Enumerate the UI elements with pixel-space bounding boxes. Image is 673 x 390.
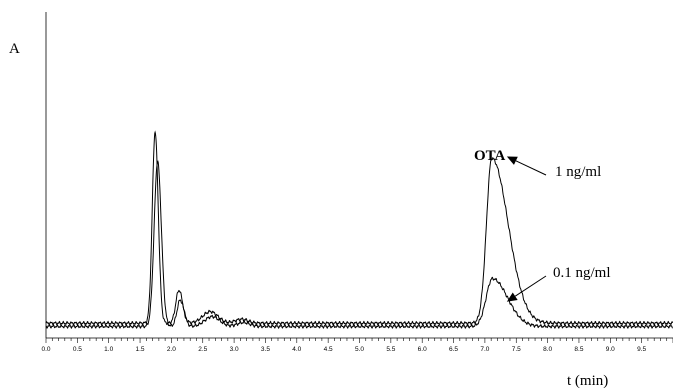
x-axis-label: t (min): [567, 373, 608, 389]
series-layer: [45, 130, 673, 329]
x-tick-label: 4.5: [324, 346, 333, 353]
x-tick-label: 8.5: [574, 346, 583, 353]
annotation-0-1-ngml: 0.1 ng/ml: [553, 265, 611, 281]
x-tick-label: 8.0: [543, 346, 552, 353]
annotation-arrow-line: [514, 275, 547, 297]
series-trace-0-1-ngml: [45, 160, 673, 329]
annotation-arrow-head: [506, 156, 518, 165]
y-axis-label: A: [9, 41, 20, 57]
x-tick-label: 0.0: [41, 346, 50, 353]
x-tick-label: 5.5: [386, 346, 395, 353]
annotation-arrow-line: [515, 160, 547, 176]
x-tick-label: 3.5: [261, 346, 270, 353]
x-tick-label: 2.5: [198, 346, 207, 353]
x-tick-label: 0.5: [73, 346, 82, 353]
x-tick-label: 6.0: [418, 346, 427, 353]
annotation-ota: OTA: [474, 148, 506, 164]
x-tick-label: 9.0: [606, 346, 615, 353]
annotation-arrows: [506, 156, 547, 302]
x-tick-label: 3.0: [230, 346, 239, 353]
x-axis-ticks: 0.0 0.5 1.0 1.5 2.0 2.5 3.0 3.5 4.0 4.5 5.0 5.5 6.0 6…: [41, 338, 673, 353]
x-tick-label: 7.5: [512, 346, 521, 353]
x-tick-label: 7.0: [480, 346, 489, 353]
annotation-1-ngml: 1 ng/ml: [555, 164, 601, 180]
x-tick-label: 1.5: [136, 346, 145, 353]
x-tick-label: 9.5: [637, 346, 646, 353]
x-tick-label: 1.0: [104, 346, 113, 353]
series-trace-1-ngml: [45, 130, 673, 326]
x-tick-label: 2.0: [167, 346, 176, 353]
x-tick-label: 6.5: [449, 346, 458, 353]
x-tick-label: 5.0: [355, 346, 364, 353]
annotation-arrow-head: [506, 292, 518, 302]
x-tick-label: 4.0: [292, 346, 301, 353]
